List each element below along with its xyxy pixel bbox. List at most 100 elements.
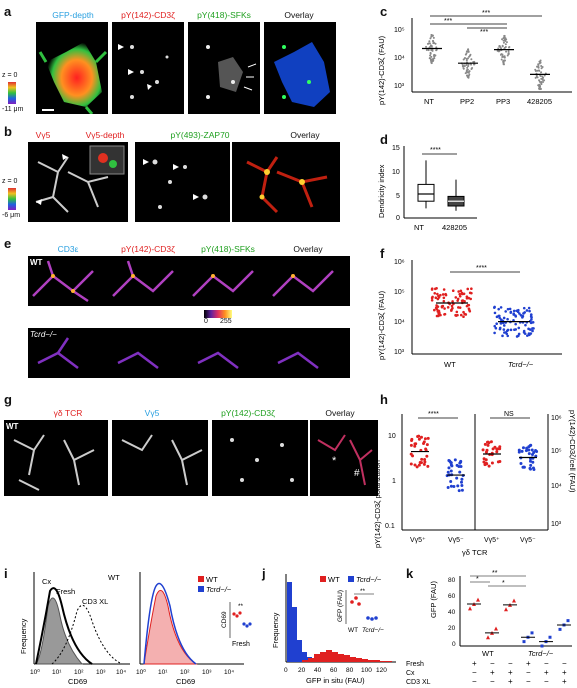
- chart-f-point: [512, 309, 516, 313]
- chart-h-point: [524, 449, 528, 453]
- chart-k-point: [558, 627, 562, 631]
- chart-h-point: [460, 484, 464, 488]
- chart-k-ytick-0: 0: [452, 641, 456, 648]
- chart-c-point: [501, 56, 504, 59]
- chart-i2-inset-sig: **: [238, 603, 244, 610]
- chart-k-cell: −: [472, 668, 477, 677]
- chart-h-point: [528, 459, 532, 463]
- depth-colorbar-a: [8, 82, 16, 104]
- chart-h-point: [446, 486, 450, 490]
- chart-f-point: [458, 294, 462, 298]
- chart-c-point: [467, 63, 470, 66]
- chart-f-point: [459, 313, 463, 317]
- chart-c-point: [540, 83, 543, 86]
- chart-j-bar-wt: [326, 650, 332, 662]
- chart-c-point: [498, 45, 501, 48]
- chart-h-point: [531, 460, 535, 464]
- chart-c-point: [540, 71, 543, 74]
- chart-k-cell: +: [544, 668, 549, 677]
- chart-h-sig-0: ****: [428, 411, 439, 418]
- chart-c-point: [538, 80, 541, 83]
- chart-h-point: [410, 439, 414, 443]
- chart-h-point: [520, 449, 524, 453]
- chart-h-point: [495, 450, 499, 454]
- chart-j-xtick-1: 20: [298, 667, 306, 674]
- chart-i1-legend-1: Fresh: [56, 587, 75, 596]
- chart-f-point: [502, 328, 506, 331]
- chart-j-ylabel: Frequency: [271, 612, 280, 648]
- chart-f-point: [530, 316, 533, 319]
- chart-h-point: [535, 450, 539, 454]
- panel-e-title-2: pY(142)-CD3ζ: [121, 244, 175, 254]
- chart-j-bar-wt: [356, 658, 362, 662]
- panel-label-h: h: [380, 392, 388, 407]
- chart-f-point: [430, 299, 434, 302]
- chart-h-point: [487, 441, 491, 445]
- chart-h-point: [487, 464, 491, 468]
- chart-c-point: [432, 58, 435, 61]
- chart-f-point: [497, 307, 500, 311]
- chart-k-sig-2: *: [502, 580, 505, 587]
- chart-f-point: [457, 290, 460, 293]
- chart-f-ytick-1: 10⁵: [394, 289, 405, 296]
- panel-e-title-4: Overlay: [293, 244, 323, 254]
- chart-f-point: [430, 296, 434, 300]
- chart-d-box: [417, 183, 435, 202]
- chart-c-point: [432, 36, 435, 39]
- chart-c-point: [465, 63, 468, 66]
- panel-g-title-1: γδ TCR: [53, 408, 83, 418]
- chart-h-point: [413, 442, 417, 446]
- chart-f-point: [493, 311, 497, 315]
- chart-h-point: [417, 434, 421, 438]
- panel-g-title-4: Overlay: [325, 408, 355, 418]
- chart-h-point: [486, 443, 490, 447]
- chart-c-point: [501, 53, 504, 56]
- chart-f-point: [527, 332, 531, 335]
- chart-c-point: [465, 57, 468, 60]
- chart-c-point: [428, 40, 431, 43]
- chart-k-sig-1: **: [492, 570, 498, 577]
- chart-j-bar-wt: [350, 657, 356, 662]
- chart-h-ylabel-right: pY(142)-CD3ζ/cell (FAU): [568, 410, 576, 493]
- chart-c-point: [496, 49, 499, 52]
- chart-k-ylabel: GFP (FAU): [429, 581, 438, 618]
- chart-c-point: [473, 60, 476, 63]
- chart-h-sig-1: NS: [504, 411, 514, 418]
- chart-k-cell: +: [508, 677, 513, 686]
- chart-h-ytick-r0: 10⁶: [551, 415, 562, 422]
- chart-f-point: [434, 287, 437, 291]
- chart-j-inset-x0: WT: [348, 627, 358, 634]
- chart-h-xtick-0: Vγ5⁺: [410, 537, 426, 544]
- chart-f-point: [433, 291, 437, 295]
- chart-f-ytick-2: 10⁴: [394, 319, 405, 326]
- micrograph-g-vg5: [112, 420, 208, 496]
- chart-c-point: [428, 42, 431, 45]
- chart-c-point: [540, 67, 543, 70]
- chart-f-point: [529, 313, 533, 316]
- chart-j-bar-wt: [302, 660, 308, 662]
- chart-f-point: [441, 293, 445, 296]
- chart-k-point: [494, 626, 498, 631]
- chart-c-point: [502, 59, 505, 62]
- chart-f-point: [495, 322, 498, 326]
- chart-c-point: [540, 65, 543, 68]
- chart-f-point: [450, 309, 453, 312]
- chart-h-point: [482, 460, 486, 464]
- chart-h-ytick-l0: 10: [388, 433, 396, 440]
- chart-h-point: [426, 436, 430, 440]
- chart-f-point: [436, 297, 440, 301]
- chart-i1-xtick-1: 10¹: [52, 669, 62, 676]
- panel-a-title-3: pY(418)-SFKs: [197, 10, 251, 20]
- chart-j-bar-tcrd: [292, 607, 297, 662]
- chart-c-point: [429, 54, 432, 57]
- panel-label-e: e: [4, 236, 12, 251]
- micrograph-g-overlay: * #: [310, 420, 378, 496]
- panel-e-title-1: CD3ε: [57, 244, 79, 254]
- chart-f: pY(142)-CD3ζ (FAU) 10⁶ 10⁵ 10⁴ 10³ WT Tc…: [377, 259, 562, 369]
- chart-h-point: [452, 485, 456, 489]
- row-label-e-tcrd: Tcrd−/−: [30, 330, 57, 339]
- chart-f-point: [442, 296, 446, 300]
- chart-i1-legend-0: Cx: [42, 577, 51, 586]
- chart-h-point: [425, 454, 429, 458]
- chart-f-point: [493, 324, 497, 328]
